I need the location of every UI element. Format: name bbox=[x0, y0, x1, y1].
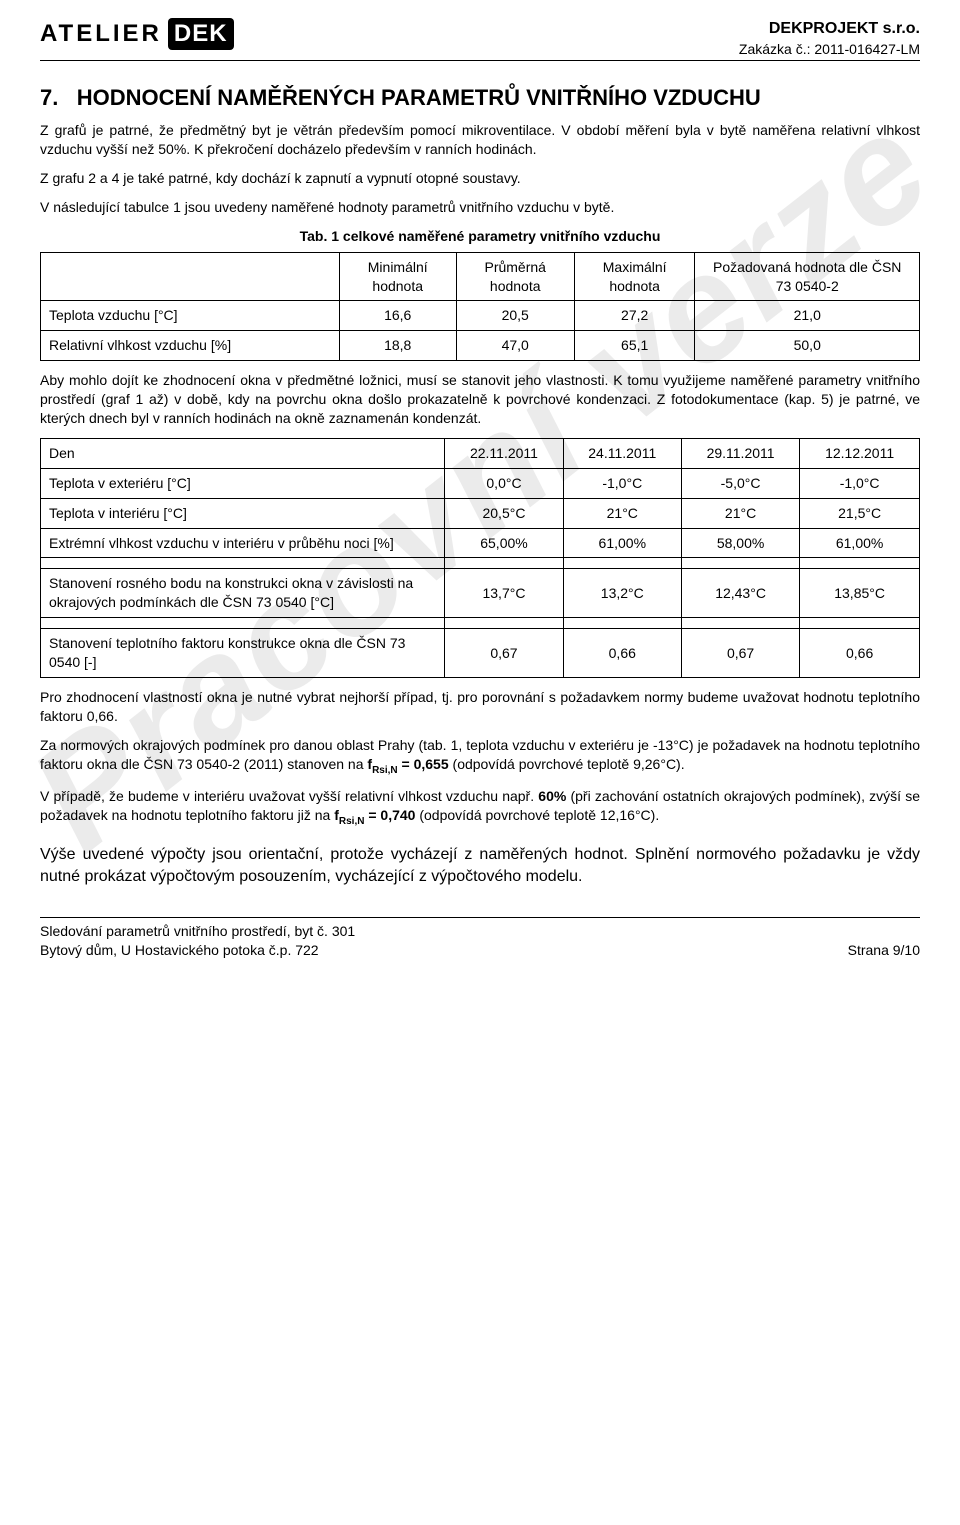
table-cell: 0,66 bbox=[800, 629, 920, 678]
table-cell: 50,0 bbox=[695, 331, 920, 361]
subscript: Rsi,N bbox=[372, 764, 398, 775]
table-2: Den 22.11.2011 24.11.2011 29.11.2011 12.… bbox=[40, 438, 920, 678]
paragraph-6: Za normových okrajových podmínek pro dan… bbox=[40, 736, 920, 777]
header-right: DEKPROJEKT s.r.o. Zakázka č.: 2011-01642… bbox=[739, 18, 920, 58]
footer-line-1: Sledování parametrů vnitřního prostředí,… bbox=[40, 922, 355, 941]
spacer-row bbox=[41, 558, 920, 569]
table-cell: 61,00% bbox=[563, 528, 681, 558]
paragraph-5: Pro zhodnocení vlastností okna je nutné … bbox=[40, 688, 920, 726]
table-cell: 21°C bbox=[681, 498, 799, 528]
paragraph-1: Z grafů je patrné, že předmětný byt je v… bbox=[40, 121, 920, 159]
table-cell: 0,67 bbox=[681, 629, 799, 678]
table-row: Relativní vlhkost vzduchu [%] 18,8 47,0 … bbox=[41, 331, 920, 361]
table-cell: 65,00% bbox=[445, 528, 563, 558]
table-cell: Teplota vzduchu [°C] bbox=[41, 301, 340, 331]
table-cell: -1,0°C bbox=[800, 468, 920, 498]
table-row: Extrémní vlhkost vzduchu v interiéru v p… bbox=[41, 528, 920, 558]
logo-text-atelier: ATELIER bbox=[40, 18, 162, 50]
table-header-cell: Minimální hodnota bbox=[339, 252, 456, 301]
footer-line-2: Bytový dům, U Hostavického potoka č.p. 7… bbox=[40, 941, 355, 960]
table-header-cell: 12.12.2011 bbox=[800, 438, 920, 468]
table-row: Teplota v interiéru [°C] 20,5°C 21°C 21°… bbox=[41, 498, 920, 528]
table-cell: Stanovení teplotního faktoru konstrukce … bbox=[41, 629, 445, 678]
table-cell: 13,2°C bbox=[563, 569, 681, 618]
table-cell: 58,00% bbox=[681, 528, 799, 558]
table-cell: Teplota v interiéru [°C] bbox=[41, 498, 445, 528]
text-fragment: (odpovídá povrchové teplotě 9,26°C). bbox=[449, 756, 685, 772]
table1-caption: Tab. 1 celkové naměřené parametry vnitřn… bbox=[40, 227, 920, 246]
table-1: Minimální hodnota Průměrná hodnota Maxim… bbox=[40, 252, 920, 362]
table-row: Teplota vzduchu [°C] 16,6 20,5 27,2 21,0 bbox=[41, 301, 920, 331]
table-cell: 47,0 bbox=[456, 331, 574, 361]
section-number: 7. bbox=[40, 85, 58, 110]
table-cell: 21,5°C bbox=[800, 498, 920, 528]
table-cell: 0,66 bbox=[563, 629, 681, 678]
paragraph-3: V následující tabulce 1 jsou uvedeny nam… bbox=[40, 198, 920, 217]
table-cell: -5,0°C bbox=[681, 468, 799, 498]
company-name: DEKPROJEKT s.r.o. bbox=[739, 18, 920, 40]
table-header-cell: 24.11.2011 bbox=[563, 438, 681, 468]
table-cell: 61,00% bbox=[800, 528, 920, 558]
table-row: Stanovení rosného bodu na konstrukci okn… bbox=[41, 569, 920, 618]
table-cell: Stanovení rosného bodu na konstrukci okn… bbox=[41, 569, 445, 618]
text-fragment: = 0,655 bbox=[398, 756, 449, 772]
table-row: Stanovení teplotního faktoru konstrukce … bbox=[41, 629, 920, 678]
logo: ATELIER DEK bbox=[40, 18, 234, 50]
page-footer: Sledování parametrů vnitřního prostředí,… bbox=[40, 917, 920, 960]
section-title: 7. HODNOCENÍ NAMĚŘENÝCH PARAMETRŮ VNITŘN… bbox=[40, 83, 920, 113]
table-cell: Extrémní vlhkost vzduchu v interiéru v p… bbox=[41, 528, 445, 558]
text-fragment: (odpovídá povrchové teplotě 12,16°C). bbox=[415, 807, 659, 823]
table-cell: 13,85°C bbox=[800, 569, 920, 618]
table-cell: 20,5°C bbox=[445, 498, 563, 528]
footer-page-number: Strana 9/10 bbox=[848, 941, 920, 960]
table-cell: 13,7°C bbox=[445, 569, 563, 618]
table-cell: 0,67 bbox=[445, 629, 563, 678]
paragraph-7: V případě, že budeme v interiéru uvažova… bbox=[40, 787, 920, 828]
text-fragment: 60% bbox=[538, 788, 566, 804]
table-header-cell: Požadovaná hodnota dle ČSN 73 0540-2 bbox=[695, 252, 920, 301]
table-row: Teplota v exteriéru [°C] 0,0°C -1,0°C -5… bbox=[41, 468, 920, 498]
section-heading: HODNOCENÍ NAMĚŘENÝCH PARAMETRŮ VNITŘNÍHO… bbox=[77, 85, 761, 110]
order-number: Zakázka č.: 2011-016427-LM bbox=[739, 40, 920, 59]
logo-text-dek: DEK bbox=[168, 18, 234, 50]
spacer-row bbox=[41, 618, 920, 629]
table-cell: Teplota v exteriéru [°C] bbox=[41, 468, 445, 498]
table-cell: 12,43°C bbox=[681, 569, 799, 618]
table-header-cell: Den bbox=[41, 438, 445, 468]
table-header-cell: Průměrná hodnota bbox=[456, 252, 574, 301]
table-cell: 21,0 bbox=[695, 301, 920, 331]
paragraph-4: Aby mohlo dojít ke zhodnocení okna v pře… bbox=[40, 371, 920, 428]
table-cell: 18,8 bbox=[339, 331, 456, 361]
table-header-cell: Maximální hodnota bbox=[574, 252, 695, 301]
table-cell: 21°C bbox=[563, 498, 681, 528]
subscript: Rsi,N bbox=[339, 816, 365, 827]
table-header-cell bbox=[41, 252, 340, 301]
table-header-cell: 29.11.2011 bbox=[681, 438, 799, 468]
text-fragment: = 0,740 bbox=[364, 807, 415, 823]
page-header: ATELIER DEK DEKPROJEKT s.r.o. Zakázka č.… bbox=[40, 18, 920, 61]
table-cell: 20,5 bbox=[456, 301, 574, 331]
table-cell: 16,6 bbox=[339, 301, 456, 331]
table-header-row: Minimální hodnota Průměrná hodnota Maxim… bbox=[41, 252, 920, 301]
table-cell: 27,2 bbox=[574, 301, 695, 331]
footer-left: Sledování parametrů vnitřního prostředí,… bbox=[40, 922, 355, 960]
table-cell: 0,0°C bbox=[445, 468, 563, 498]
table-header-cell: 22.11.2011 bbox=[445, 438, 563, 468]
table-cell: Relativní vlhkost vzduchu [%] bbox=[41, 331, 340, 361]
paragraph-2: Z grafu 2 a 4 je také patrné, kdy docház… bbox=[40, 169, 920, 188]
table-cell: -1,0°C bbox=[563, 468, 681, 498]
table-cell: 65,1 bbox=[574, 331, 695, 361]
table-header-row: Den 22.11.2011 24.11.2011 29.11.2011 12.… bbox=[41, 438, 920, 468]
text-fragment: V případě, že budeme v interiéru uvažova… bbox=[40, 788, 538, 804]
paragraph-8: Výše uvedené výpočty jsou orientační, pr… bbox=[40, 844, 920, 887]
